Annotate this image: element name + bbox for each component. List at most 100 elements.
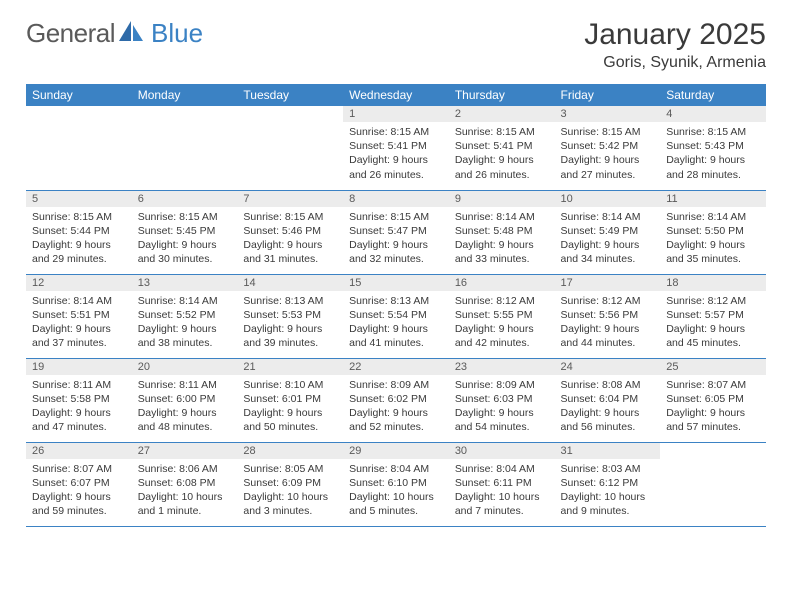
calendar-day-cell: 8Sunrise: 8:15 AMSunset: 5:47 PMDaylight…: [343, 190, 449, 274]
calendar-day-cell: 28 Sunrise: 8:05 AMSunset: 6:09 PMDayligh…: [237, 442, 343, 526]
day-details: Sunrise: 8:12 AMSunset: 5:56 PMDaylight:…: [555, 291, 661, 355]
sunset-line: Sunset: 6:00 PM: [138, 392, 232, 406]
daylight-line: Daylight: 9 hours and 32 minutes.: [349, 238, 443, 266]
calendar-week-row: 12Sunrise: 8:14 AMSunset: 5:51 PMDayligh…: [26, 274, 766, 358]
day-details: Sunrise: 8:14 AMSunset: 5:48 PMDaylight:…: [449, 207, 555, 271]
calendar-day-cell: 20Sunrise: 8:11 AMSunset: 6:00 PMDayligh…: [132, 358, 238, 442]
daylight-line: Daylight: 10 hours and 3 minutes.: [243, 490, 337, 518]
daylight-line: Daylight: 9 hours and 27 minutes.: [561, 153, 655, 181]
daylight-line: Daylight: 9 hours and 54 minutes.: [455, 406, 549, 434]
day-number: 28: [237, 443, 343, 459]
day-details: Sunrise: 8:14 AMSunset: 5:51 PMDaylight:…: [26, 291, 132, 355]
day-details: Sunrise: 8:08 AMSunset: 6:04 PMDaylight:…: [555, 375, 661, 439]
day-number: 21: [237, 359, 343, 375]
daylight-line: Daylight: 9 hours and 35 minutes.: [666, 238, 760, 266]
sunset-line: Sunset: 6:07 PM: [32, 476, 126, 490]
day-number: 4: [660, 106, 766, 122]
day-details: Sunrise: 8:12 AMSunset: 5:57 PMDaylight:…: [660, 291, 766, 355]
daylight-line: Daylight: 10 hours and 7 minutes.: [455, 490, 549, 518]
sunrise-line: Sunrise: 8:12 AM: [561, 294, 655, 308]
day-details: Sunrise: 8:04 AMSunset: 6:11 PMDaylight:…: [449, 459, 555, 523]
calendar-day-cell: 14Sunrise: 8:13 AMSunset: 5:53 PMDayligh…: [237, 274, 343, 358]
calendar-day-cell: 4Sunrise: 8:15 AMSunset: 5:43 PMDaylight…: [660, 106, 766, 190]
sunset-line: Sunset: 5:42 PM: [561, 139, 655, 153]
calendar-day-cell: [26, 106, 132, 190]
sunset-line: Sunset: 5:41 PM: [455, 139, 549, 153]
brand-name-2: Blue: [151, 18, 203, 49]
calendar-day-cell: 15Sunrise: 8:13 AMSunset: 5:54 PMDayligh…: [343, 274, 449, 358]
sunset-line: Sunset: 5:54 PM: [349, 308, 443, 322]
daylight-line: Daylight: 9 hours and 47 minutes.: [32, 406, 126, 434]
sunrise-line: Sunrise: 8:05 AM: [243, 462, 337, 476]
day-number: 14: [237, 275, 343, 291]
weekday-header: Monday: [132, 84, 238, 106]
day-number: 11: [660, 191, 766, 207]
weekday-header-row: SundayMondayTuesdayWednesdayThursdayFrid…: [26, 84, 766, 106]
day-details: Sunrise: 8:14 AMSunset: 5:52 PMDaylight:…: [132, 291, 238, 355]
calendar-day-cell: 22Sunrise: 8:09 AMSunset: 6:02 PMDayligh…: [343, 358, 449, 442]
sunset-line: Sunset: 5:53 PM: [243, 308, 337, 322]
day-details: Sunrise: 8:06 AMSunset: 6:08 PMDaylight:…: [132, 459, 238, 523]
sunrise-line: Sunrise: 8:03 AM: [561, 462, 655, 476]
sunset-line: Sunset: 6:09 PM: [243, 476, 337, 490]
daylight-line: Daylight: 9 hours and 48 minutes.: [138, 406, 232, 434]
day-number: 27: [132, 443, 238, 459]
daylight-line: Daylight: 9 hours and 44 minutes.: [561, 322, 655, 350]
daylight-line: Daylight: 9 hours and 31 minutes.: [243, 238, 337, 266]
day-number: 20: [132, 359, 238, 375]
calendar-day-cell: 23Sunrise: 8:09 AMSunset: 6:03 PMDayligh…: [449, 358, 555, 442]
calendar-day-cell: 16Sunrise: 8:12 AMSunset: 5:55 PMDayligh…: [449, 274, 555, 358]
calendar-day-cell: 18Sunrise: 8:12 AMSunset: 5:57 PMDayligh…: [660, 274, 766, 358]
calendar-day-cell: 11Sunrise: 8:14 AMSunset: 5:50 PMDayligh…: [660, 190, 766, 274]
sunrise-line: Sunrise: 8:15 AM: [138, 210, 232, 224]
day-details: Sunrise: 8:15 AMSunset: 5:42 PMDaylight:…: [555, 122, 661, 186]
day-details: Sunrise: 8:03 AMSunset: 6:12 PMDaylight:…: [555, 459, 661, 523]
sunset-line: Sunset: 6:04 PM: [561, 392, 655, 406]
day-details: Sunrise: 8:14 AMSunset: 5:50 PMDaylight:…: [660, 207, 766, 271]
day-details: Sunrise: 8:12 AMSunset: 5:55 PMDaylight:…: [449, 291, 555, 355]
calendar-week-row: 1Sunrise: 8:15 AMSunset: 5:41 PMDaylight…: [26, 106, 766, 190]
daylight-line: Daylight: 10 hours and 9 minutes.: [561, 490, 655, 518]
weekday-header: Thursday: [449, 84, 555, 106]
daylight-line: Daylight: 10 hours and 5 minutes.: [349, 490, 443, 518]
sunrise-line: Sunrise: 8:08 AM: [561, 378, 655, 392]
calendar-day-cell: [660, 442, 766, 526]
day-details: Sunrise: 8:11 AMSunset: 5:58 PMDaylight:…: [26, 375, 132, 439]
sunset-line: Sunset: 6:10 PM: [349, 476, 443, 490]
sunset-line: Sunset: 6:03 PM: [455, 392, 549, 406]
daylight-line: Daylight: 10 hours and 1 minute.: [138, 490, 232, 518]
sunrise-line: Sunrise: 8:13 AM: [243, 294, 337, 308]
location-line: Goris, Syunik, Armenia: [584, 54, 766, 72]
calendar-day-cell: 9Sunrise: 8:14 AMSunset: 5:48 PMDaylight…: [449, 190, 555, 274]
sunset-line: Sunset: 5:55 PM: [455, 308, 549, 322]
sunrise-line: Sunrise: 8:10 AM: [243, 378, 337, 392]
sunset-line: Sunset: 5:43 PM: [666, 139, 760, 153]
calendar-body: 1Sunrise: 8:15 AMSunset: 5:41 PMDaylight…: [26, 106, 766, 526]
daylight-line: Daylight: 9 hours and 42 minutes.: [455, 322, 549, 350]
day-details: Sunrise: 8:11 AMSunset: 6:00 PMDaylight:…: [132, 375, 238, 439]
day-number: 10: [555, 191, 661, 207]
day-number: 13: [132, 275, 238, 291]
sunrise-line: Sunrise: 8:14 AM: [561, 210, 655, 224]
sunrise-line: Sunrise: 8:15 AM: [243, 210, 337, 224]
calendar-day-cell: [237, 106, 343, 190]
page-header: General Blue January 2025 Goris, Syunik,…: [0, 0, 792, 78]
calendar-day-cell: 30Sunrise: 8:04 AMSunset: 6:11 PMDayligh…: [449, 442, 555, 526]
calendar-day-cell: 17Sunrise: 8:12 AMSunset: 5:56 PMDayligh…: [555, 274, 661, 358]
day-details: Sunrise: 8:15 AMSunset: 5:41 PMDaylight:…: [343, 122, 449, 186]
day-details: Sunrise: 8:07 AMSunset: 6:07 PMDaylight:…: [26, 459, 132, 523]
calendar-day-cell: 10Sunrise: 8:14 AMSunset: 5:49 PMDayligh…: [555, 190, 661, 274]
sunrise-line: Sunrise: 8:15 AM: [32, 210, 126, 224]
sunset-line: Sunset: 6:05 PM: [666, 392, 760, 406]
daylight-line: Daylight: 9 hours and 59 minutes.: [32, 490, 126, 518]
calendar-day-cell: 3Sunrise: 8:15 AMSunset: 5:42 PMDaylight…: [555, 106, 661, 190]
day-number: 15: [343, 275, 449, 291]
sunset-line: Sunset: 6:12 PM: [561, 476, 655, 490]
calendar-day-cell: 21Sunrise: 8:10 AMSunset: 6:01 PMDayligh…: [237, 358, 343, 442]
sunrise-line: Sunrise: 8:15 AM: [666, 125, 760, 139]
day-number: 22: [343, 359, 449, 375]
day-number: 23: [449, 359, 555, 375]
calendar-week-row: 26Sunrise: 8:07 AMSunset: 6:07 PMDayligh…: [26, 442, 766, 526]
calendar-table: SundayMondayTuesdayWednesdayThursdayFrid…: [26, 84, 766, 527]
daylight-line: Daylight: 9 hours and 37 minutes.: [32, 322, 126, 350]
